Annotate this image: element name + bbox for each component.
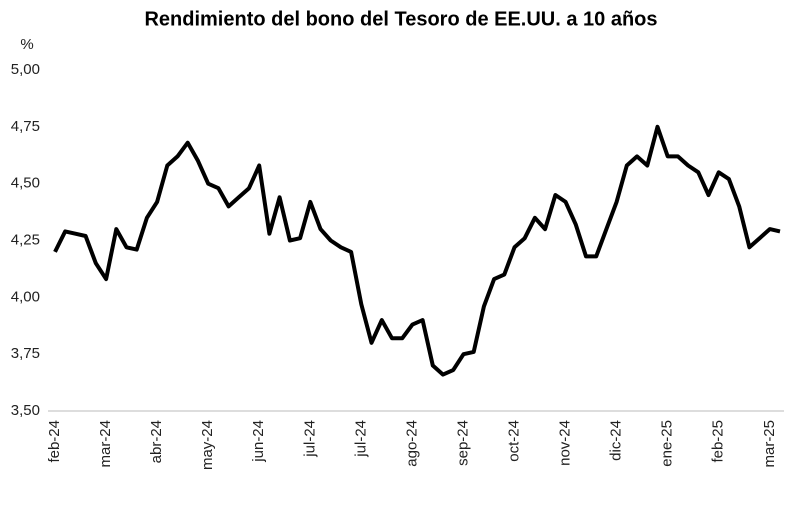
x-tick-label: jul-24 <box>352 420 369 458</box>
x-tick-label: mar-25 <box>761 420 778 468</box>
y-tick-label: 5,00 <box>11 61 40 78</box>
x-tick-label: oct-24 <box>505 420 522 462</box>
y-tick-label: 4,00 <box>11 288 40 305</box>
x-tick-label: ene-25 <box>659 420 676 467</box>
y-tick-label: 3,75 <box>11 345 40 362</box>
x-tick-label: abr-24 <box>148 420 165 463</box>
x-tick-label: feb-24 <box>46 420 63 463</box>
y-tick-label: 4,25 <box>11 231 40 248</box>
x-tick-label: ago-24 <box>403 420 420 467</box>
chart-title: Rendimiento del bono del Tesoro de EE.UU… <box>144 8 657 30</box>
x-tick-label: may-24 <box>199 420 216 470</box>
y-axis-label: % <box>20 36 33 53</box>
y-tick-label: 4,75 <box>11 118 40 135</box>
x-tick-label: jun-24 <box>250 420 267 463</box>
x-tick-label: jul-24 <box>301 420 318 458</box>
x-tick-label: dic-24 <box>608 420 625 461</box>
y-tick-label: 3,50 <box>11 402 40 419</box>
yield-line <box>53 124 781 377</box>
x-tick-label: mar-24 <box>97 420 114 468</box>
x-tick-label: feb-25 <box>710 420 727 463</box>
x-tick-label: sep-24 <box>454 420 471 466</box>
x-tick-label: nov-24 <box>557 420 574 466</box>
y-tick-label: 4,50 <box>11 175 40 192</box>
